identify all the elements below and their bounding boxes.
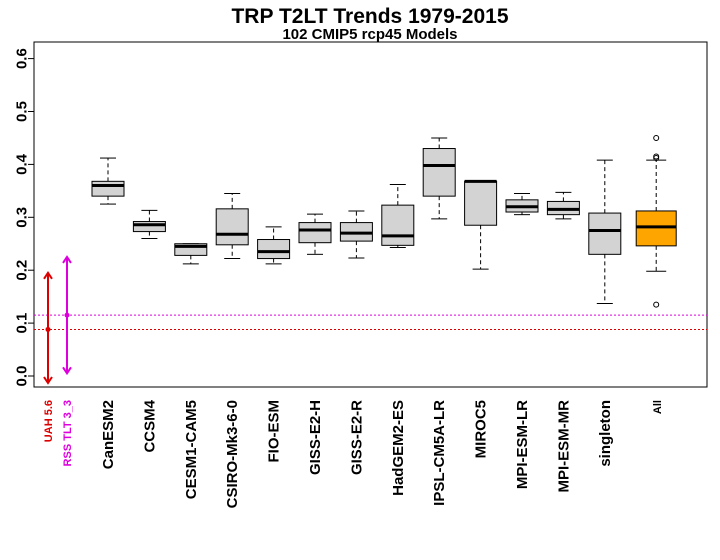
observation-label: UAH 5.6 [43, 400, 55, 442]
y-tick-label: 0.5 [14, 101, 31, 122]
observation-point [45, 326, 51, 332]
x-category-label: singleton [597, 400, 614, 467]
outlier-point [653, 155, 660, 162]
chart-subtitle: 102 CMIP5 rcp45 Models [282, 26, 457, 43]
y-axis: 0.0 0.1 0.2 0.3 0.4 0.5 0.6 [14, 48, 35, 386]
x-category-label: CSIRO-Mk3-6-0 [224, 400, 241, 508]
arrow-head-down [43, 376, 53, 385]
box [91, 180, 125, 197]
arrow-head-up [43, 271, 53, 280]
box [381, 204, 415, 246]
box [422, 148, 456, 197]
box [298, 222, 332, 244]
outlier-point [653, 134, 660, 141]
x-category-label: MIROC5 [473, 400, 490, 458]
x-category-label: MPI-ESM-LR [514, 400, 531, 489]
x-category-label: CESM1-CAM5 [183, 400, 200, 499]
arrow-head-up [62, 255, 72, 264]
observation-point [64, 312, 70, 318]
arrow-head-down [62, 366, 72, 376]
y-tick-label: 0.1 [14, 313, 31, 334]
observation-label: RSS TLT 3_3 [62, 400, 74, 466]
boxplots [91, 134, 677, 308]
x-category-label: GISS-E2-H [307, 400, 324, 475]
observation-markers: UAH 5.6 RSS TLT 3_3 [43, 255, 74, 466]
outlier-point [653, 301, 660, 308]
x-category-label: CCSM4 [141, 399, 158, 452]
y-tick-label: 0.3 [14, 207, 31, 228]
x-category-label: MPI-ESM-MR [555, 400, 572, 493]
box [257, 239, 291, 260]
x-category-label: FIO-ESM [266, 400, 283, 463]
y-tick-label: 0.0 [14, 366, 31, 387]
box [132, 221, 166, 233]
box [588, 212, 622, 255]
box [464, 180, 498, 226]
chart-title: TRP T2LT Trends 1979-2015 [231, 5, 508, 28]
x-axis-labels: CanESM2 CCSM4 CESM1-CAM5 CSIRO-Mk3-6-0 FIO-E… [100, 399, 664, 508]
x-category-label: All [652, 400, 664, 414]
box [635, 210, 677, 247]
y-tick-label: 0.4 [14, 153, 31, 175]
x-category-label: IPSL-CM5A-LR [431, 400, 448, 506]
x-category-label: HadGEM2-ES [390, 400, 407, 496]
reference-lines [34, 314, 707, 330]
x-category-label: CanESM2 [100, 400, 117, 469]
y-tick-label: 0.6 [14, 48, 31, 69]
y-tick-label: 0.2 [14, 260, 31, 281]
box [215, 208, 249, 246]
box [174, 243, 208, 256]
x-category-label: GISS-E2-R [348, 400, 365, 475]
